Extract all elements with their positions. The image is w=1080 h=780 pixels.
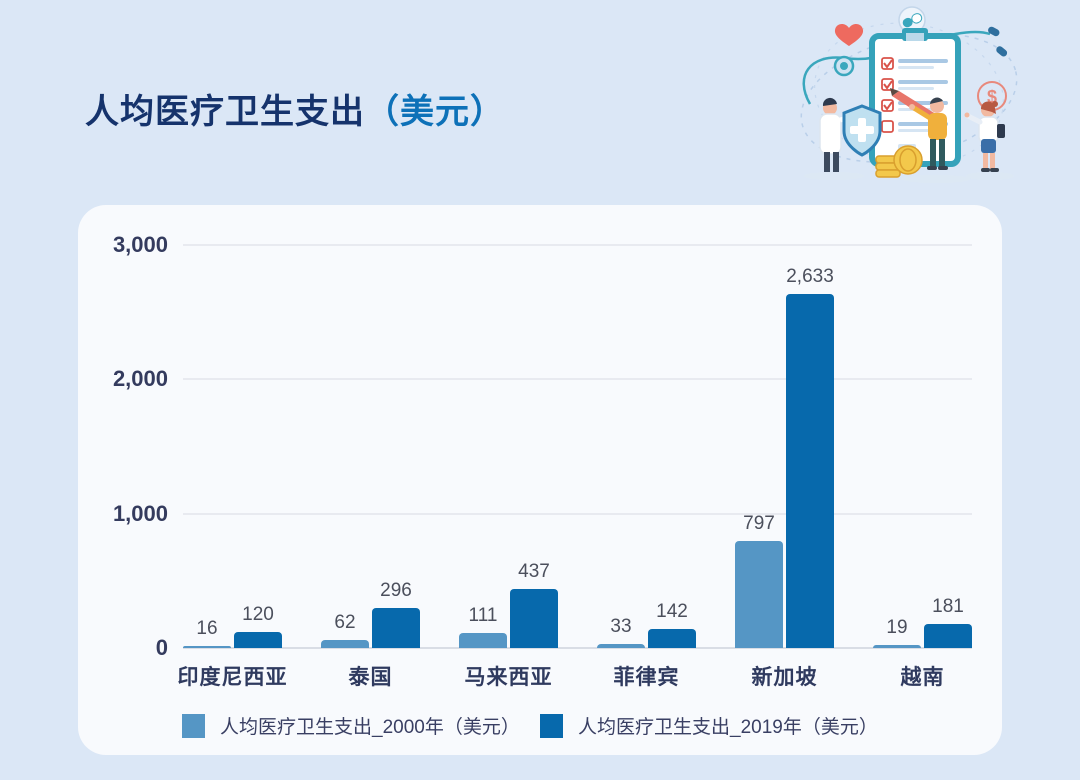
page-title-text: 人均医疗卫生支出 — [85, 93, 365, 131]
page-title-unit: （美元） — [365, 93, 505, 131]
value-label-2019-5: 181 — [932, 596, 964, 617]
legend-swatch-2000 — [182, 713, 205, 738]
x-axis-line — [183, 647, 972, 649]
value-label-2000-5: 19 — [886, 617, 908, 638]
value-label-2000-1: 62 — [334, 612, 356, 633]
legend-swatch-2019 — [540, 713, 563, 738]
bar-2019-5 — [924, 624, 972, 648]
value-label-2019-3: 142 — [656, 601, 688, 622]
gold-coins — [875, 145, 923, 178]
value-label-2000-0: 16 — [196, 618, 218, 639]
legend-label-2000: 人均医疗卫生支出_2000年（美元） — [220, 717, 520, 738]
category-label-2: 马来西亚 — [464, 666, 553, 689]
bar-2000-5 — [873, 645, 921, 648]
bar-2019-3 — [648, 629, 696, 648]
bar-2000-1 — [321, 640, 369, 648]
category-label-3: 菲律宾 — [613, 666, 680, 689]
chart-card: 0 1,000 2,000 3,000 16 120 印度尼西亚 62 296 泰国 111 437 马… — [78, 205, 1002, 755]
bar-2000-0 — [183, 646, 231, 648]
gridline-2000 — [183, 378, 972, 381]
heart-icon — [834, 24, 864, 46]
bar-chart: 0 1,000 2,000 3,000 16 120 印度尼西亚 62 296 泰国 111 437 马… — [78, 205, 1002, 755]
legend-label-2019: 人均医疗卫生支出_2019年（美元） — [578, 717, 878, 738]
category-label-4: 新加坡 — [751, 666, 818, 689]
gridline-3000 — [183, 244, 972, 246]
value-label-2019-2: 437 — [518, 561, 550, 582]
category-label-0: 印度尼西亚 — [177, 666, 288, 689]
svg-text:$: $ — [987, 87, 997, 107]
bar-2019-4 — [786, 294, 834, 648]
value-label-2019-4: 2,633 — [786, 266, 834, 287]
female-doctor — [964, 101, 1005, 172]
y-tick-label-3000: 3,000 — [112, 232, 168, 257]
bar-2019-2 — [510, 589, 558, 648]
y-tick-label-0: 0 — [155, 635, 168, 660]
category-label-5: 越南 — [900, 666, 945, 689]
value-label-2019-1: 296 — [380, 580, 412, 601]
medical-checklist-illustration: $ — [800, 6, 1018, 183]
value-label-2019-0: 120 — [242, 604, 274, 625]
value-label-2000-4: 797 — [743, 513, 775, 534]
bar-2000-2 — [459, 633, 507, 648]
doctor-with-shield — [819, 97, 882, 172]
stethoscope-icon — [802, 26, 1008, 105]
ground-shadows — [804, 172, 1014, 183]
page-title: 人均医疗卫生支出（美元） — [85, 84, 505, 133]
category-label-1: 泰国 — [348, 666, 393, 689]
y-tick-label-1000: 1,000 — [112, 500, 168, 526]
bar-2019-0 — [234, 632, 282, 648]
value-label-2000-2: 111 — [468, 605, 498, 626]
gridline-1000 — [183, 512, 972, 515]
pill-icon — [898, 6, 926, 34]
bar-2000-4 — [735, 541, 783, 648]
bar-2000-3 — [597, 644, 645, 648]
legend-item-2019: 人均医疗卫生支出_2019年（美元） — [540, 712, 878, 739]
person-with-pencil — [890, 88, 948, 170]
clipboard-checklist — [869, 28, 961, 167]
legend-item-2000: 人均医疗卫生支出_2000年（美元） — [182, 712, 520, 739]
bar-2019-1 — [372, 608, 420, 648]
y-tick-label-2000: 2,000 — [112, 366, 168, 392]
value-label-2000-3: 33 — [610, 616, 632, 637]
